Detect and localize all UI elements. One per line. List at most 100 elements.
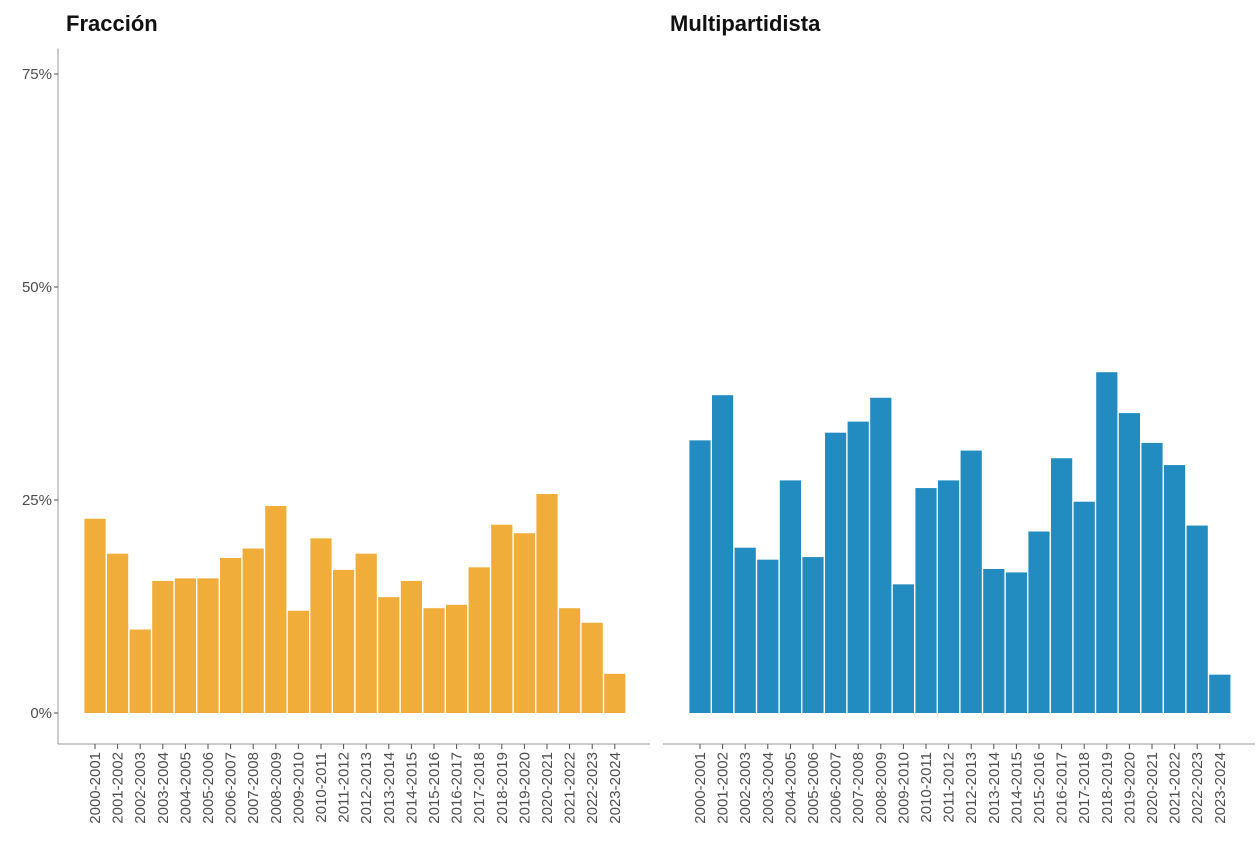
bar [84, 518, 106, 713]
x-tick-label: 2019-2020 [516, 752, 533, 824]
bar [915, 488, 937, 713]
x-tick-label: 2020-2021 [1144, 752, 1161, 824]
x-tick-label: 2007-2008 [850, 752, 867, 824]
bar [446, 604, 468, 713]
bar [107, 553, 129, 713]
bar [825, 432, 847, 713]
bar [220, 557, 242, 713]
bar [242, 548, 264, 713]
bar [378, 597, 400, 713]
bar [174, 578, 196, 713]
x-tick-label: 2011-2012 [941, 752, 958, 823]
bar [468, 567, 490, 713]
bar [491, 524, 513, 713]
x-tick-label: 2016-2017 [1054, 752, 1071, 824]
y-tick-label: 50% [22, 279, 52, 296]
bar [513, 533, 535, 713]
x-tick-label: 2005-2006 [805, 752, 822, 824]
x-tick-label: 2004-2005 [782, 752, 799, 824]
x-tick-label: 2017-2018 [1076, 752, 1093, 824]
panel-title: Fracción [66, 11, 158, 36]
bar [1186, 525, 1208, 713]
bar [938, 480, 960, 713]
x-tick-label: 2014-2015 [403, 752, 420, 824]
bar [983, 569, 1005, 713]
x-tick-label: 2003-2004 [760, 752, 777, 824]
bar [802, 557, 824, 713]
bar [757, 559, 779, 713]
x-tick-label: 2003-2004 [155, 752, 172, 824]
x-tick-label: 2010-2011 [313, 752, 330, 823]
bar [581, 622, 603, 713]
x-tick-label: 2010-2011 [918, 752, 935, 823]
x-tick-label: 2014-2015 [1008, 752, 1025, 824]
x-tick-label: 2022-2023 [584, 752, 601, 824]
bar [1209, 674, 1231, 713]
x-tick-label: 2007-2008 [245, 752, 262, 824]
x-tick-label: 2004-2005 [177, 752, 194, 824]
x-tick-label: 2021-2022 [1167, 752, 1184, 824]
x-tick-label: 2012-2013 [963, 752, 980, 824]
x-tick-label: 2002-2003 [132, 752, 149, 824]
x-tick-label: 2008-2009 [268, 752, 285, 824]
bar [1141, 442, 1163, 713]
bar [712, 395, 734, 713]
y-tick-label: 0% [30, 705, 52, 722]
x-tick-label: 2002-2003 [737, 752, 754, 824]
x-tick-label: 2011-2012 [336, 752, 353, 823]
bar [689, 440, 711, 713]
x-tick-label: 2016-2017 [449, 752, 466, 824]
x-tick-label: 2023-2024 [1212, 752, 1229, 824]
bar [400, 580, 422, 713]
bar [152, 580, 174, 713]
x-tick-label: 2012-2013 [358, 752, 375, 824]
bar [355, 553, 377, 713]
bar [1096, 372, 1118, 713]
bar [1164, 465, 1186, 713]
x-tick-label: 2020-2021 [539, 752, 556, 824]
x-tick-label: 2023-2024 [607, 752, 624, 824]
bar [604, 673, 626, 713]
x-tick-label: 2015-2016 [1031, 752, 1048, 824]
bar [265, 505, 287, 713]
y-tick-label: 25% [22, 492, 52, 509]
x-tick-label: 2008-2009 [873, 752, 890, 824]
x-tick-label: 2009-2010 [290, 752, 307, 824]
bar [734, 547, 756, 713]
bar [333, 569, 355, 713]
x-tick-label: 2018-2019 [1099, 752, 1116, 824]
y-tick-label: 75% [22, 66, 52, 83]
panel-title: Multipartidista [670, 11, 821, 36]
x-tick-label: 2001-2002 [715, 752, 732, 824]
bar [310, 538, 332, 713]
bar [1005, 572, 1027, 713]
bar [1073, 501, 1095, 713]
x-tick-label: 2019-2020 [1121, 752, 1138, 824]
x-tick-label: 2000-2001 [87, 752, 104, 824]
x-tick-label: 2018-2019 [494, 752, 511, 824]
x-tick-label: 2013-2014 [381, 752, 398, 824]
bar [847, 421, 869, 713]
bar [559, 608, 581, 713]
x-tick-label: 2009-2010 [895, 752, 912, 824]
bar [197, 578, 219, 713]
x-tick-label: 2017-2018 [471, 752, 488, 824]
x-tick-label: 2015-2016 [426, 752, 443, 824]
bar [1028, 531, 1050, 713]
bar [129, 629, 151, 713]
x-tick-label: 2001-2002 [110, 752, 127, 824]
bar [779, 480, 801, 713]
bar [960, 450, 982, 713]
bar [1051, 458, 1073, 713]
x-tick-label: 2013-2014 [986, 752, 1003, 824]
bar [536, 494, 558, 713]
x-tick-label: 2005-2006 [200, 752, 217, 824]
bar [423, 608, 445, 713]
x-tick-label: 2000-2001 [692, 752, 709, 824]
x-tick-label: 2022-2023 [1189, 752, 1206, 824]
x-tick-label: 2021-2022 [562, 752, 579, 824]
bar [1118, 413, 1140, 713]
bar [892, 584, 914, 713]
bar [870, 397, 892, 713]
